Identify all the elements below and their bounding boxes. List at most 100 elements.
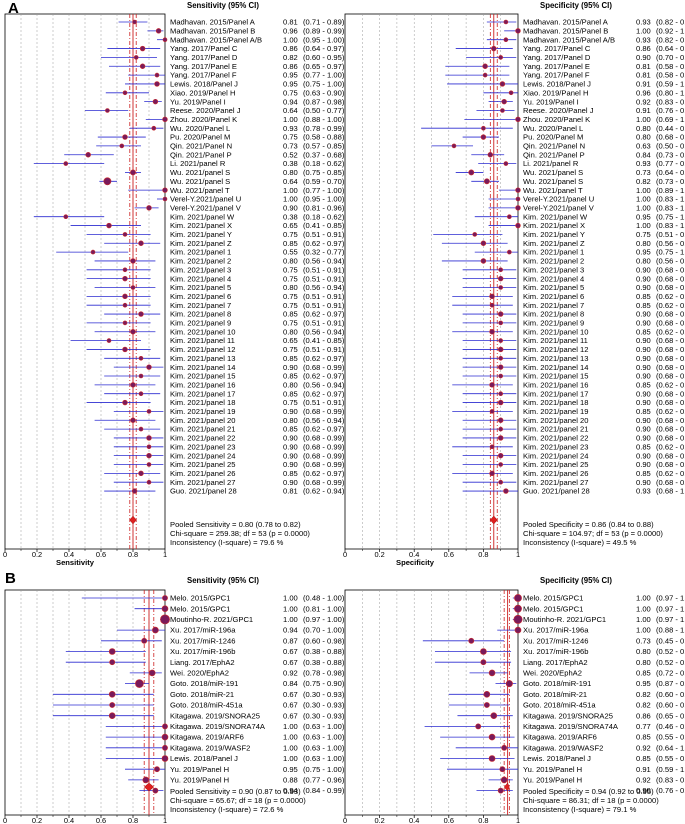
- point-estimate: [122, 293, 128, 300]
- study-estimate: 0.93: [636, 159, 651, 168]
- study-row: Wu. 2021/panel S 0.80 (0.75 - 0.85): [125, 168, 345, 177]
- study-label: Goto. 2018/miR-451a: [523, 701, 596, 710]
- study-label: Melo. 2015/GPC1: [523, 604, 583, 613]
- study-label: Wu. 2020/Panel L: [523, 124, 583, 133]
- study-row: Kim. 2021/panel 2 0.80 (0.56 - 0.94): [94, 257, 345, 266]
- study-estimate: 1.00: [636, 186, 651, 195]
- point-estimate: [514, 604, 522, 613]
- point-estimate: [106, 222, 112, 229]
- study-label: Kim. 2021/panel 2: [170, 257, 231, 266]
- study-label: Verel-Y.2021/panel V: [523, 203, 595, 212]
- inconsistency: Inconsistency (I-square) = 79.1 %: [523, 805, 637, 814]
- study-estimate: 0.95: [283, 765, 298, 774]
- study-ci: (0.73 - 0.89): [656, 177, 685, 186]
- study-estimate: 0.90: [636, 310, 651, 319]
- study-estimate: 0.75: [636, 230, 651, 239]
- study-row: Kitagawa. 2019/ARF6 0.85 (0.55 - 0.98): [440, 733, 685, 742]
- study-ci: (0.78 - 0.98): [303, 669, 345, 678]
- study-row: Verel-Y.2021/panel V 0.90 (0.81 - 0.96): [134, 203, 345, 212]
- forest-panel-0: A Sensitivity (95% CI)0 0.2 0.4 0.6 0.8 1Sensi…: [3, 0, 345, 567]
- point-estimate: [468, 169, 475, 176]
- study-estimate: 0.90: [636, 389, 651, 398]
- study-estimate: 0.96: [283, 26, 298, 35]
- chi-square: Chi-square = 65.67; df = 18 (p = 0.0000): [170, 796, 306, 805]
- study-estimate: 1.00: [636, 195, 651, 204]
- point-estimate: [161, 733, 169, 741]
- study-ci: (0.32 - 0.77): [303, 248, 345, 257]
- study-estimate: 0.90: [283, 434, 298, 443]
- inconsistency: Inconsistency (I-square) = 49.5 %: [523, 538, 637, 547]
- study-estimate: 0.80: [283, 283, 298, 292]
- study-ci: (0.68 - 0.99): [656, 372, 685, 381]
- study-label: Goto. 2018/miR-451a: [170, 701, 243, 710]
- panel-letter: A: [8, 0, 19, 17]
- point-estimate: [146, 479, 152, 485]
- study-label: Reese. 2020/Panel J: [523, 106, 594, 115]
- study-ci: (0.60 - 0.98): [303, 636, 345, 645]
- study-row: Qin. 2021/Panel P 0.84 (0.73 - 0.92): [471, 150, 685, 159]
- study-ci: (0.68 - 0.99): [656, 425, 685, 434]
- point-estimate: [130, 258, 136, 264]
- study-ci: (0.56 - 0.94): [303, 416, 345, 425]
- study-estimate: 0.95: [636, 212, 651, 221]
- point-estimate: [155, 28, 162, 34]
- study-row: Kim. 2021/panel 23 0.90 (0.68 - 0.99): [113, 442, 345, 451]
- study-ci: (0.65 - 0.97): [656, 711, 685, 720]
- study-label: Kitagawa. 2019/ARF6: [523, 733, 597, 742]
- study-ci: (0.92 - 1.00): [656, 26, 685, 35]
- point-estimate: [498, 426, 504, 432]
- study-label: Lewis. 2018/Panel J: [523, 754, 591, 763]
- study-row: Yang. 2017/Panel D 0.90 (0.70 - 0.99): [466, 53, 685, 62]
- x-tick-label: 0.8: [128, 550, 138, 559]
- study-label: Kim. 2021/panel 21: [170, 425, 235, 434]
- study-ci: (0.83 - 1.00): [656, 195, 685, 204]
- study-label: Madhavan. 2015/Panel B: [170, 26, 255, 35]
- study-estimate: 0.80: [636, 124, 651, 133]
- point-estimate: [162, 116, 168, 123]
- study-label: Reese. 2020/Panel J: [170, 106, 241, 115]
- point-estimate: [483, 702, 490, 708]
- study-ci: (0.68 - 0.99): [656, 363, 685, 372]
- study-row: Liang. 2017/EphA2 0.67 (0.38 - 0.88): [65, 658, 345, 667]
- study-row: Moutinho-R. 2021/GPC1 1.00 (0.97 - 1.00): [160, 614, 345, 625]
- study-label: Kim. 2021/panel 13: [170, 354, 235, 363]
- study-row: Zhou. 2020/Panel K 1.00 (0.69 - 1.00): [464, 115, 685, 124]
- study-estimate: 1.00: [636, 604, 651, 613]
- study-estimate: 0.90: [636, 319, 651, 328]
- study-label: Kitagawa. 2019/SNORA25: [523, 711, 613, 720]
- study-ci: (0.60 - 0.95): [656, 701, 685, 710]
- study-estimate: 1.00: [283, 115, 298, 124]
- study-ci: (0.30 - 0.93): [303, 701, 345, 710]
- point-estimate: [146, 444, 152, 450]
- study-label: Li. 2021/panel R: [523, 159, 579, 168]
- point-estimate: [489, 382, 495, 388]
- study-label: Kim. 2021/panel 22: [170, 434, 235, 443]
- study-ci: (0.77 - 0.96): [303, 776, 345, 785]
- point-estimate: [498, 462, 504, 467]
- study-ci: (0.83 - 0.97): [656, 97, 685, 106]
- study-estimate: 0.86: [636, 44, 651, 53]
- study-ci: (0.30 - 0.93): [303, 711, 345, 720]
- study-ci: (0.60 - 0.95): [656, 690, 685, 699]
- study-ci: (0.51 - 0.91): [656, 230, 685, 239]
- study-row: Kim. 2021/panel 7 0.75 (0.51 - 0.91): [86, 301, 345, 310]
- study-row: Yu. 2019/Panel I 0.94 (0.87 - 0.98): [144, 97, 345, 106]
- study-estimate: 0.94: [283, 97, 298, 106]
- study-ci: (0.68 - 0.99): [656, 451, 685, 460]
- study-estimate: 0.90: [636, 336, 651, 345]
- study-ci: (0.71 - 0.89): [303, 18, 345, 27]
- study-estimate: 0.85: [636, 301, 651, 310]
- study-row: Qin. 2021/Panel N 0.63 (0.50 - 0.74): [431, 142, 685, 151]
- study-row: Goto. 2018/miR-451a 0.82 (0.60 - 0.95): [448, 701, 685, 710]
- study-row: Yang. 2017/Panel C 0.86 (0.64 - 0.97): [107, 44, 345, 53]
- study-label: Yu. 2019/Panel H: [170, 765, 229, 774]
- study-ci: (0.63 - 1.00): [303, 743, 345, 752]
- study-row: Pu. 2020/Panel M 0.80 (0.68 - 0.89): [462, 133, 685, 142]
- study-ci: (0.82 - 0.99): [656, 35, 685, 44]
- point-estimate: [138, 373, 144, 379]
- study-estimate: 0.90: [636, 451, 651, 460]
- study-ci: (0.65 - 0.97): [303, 62, 345, 71]
- study-estimate: 0.94: [283, 626, 298, 635]
- study-label: Kim. 2021/panel 14: [523, 363, 588, 372]
